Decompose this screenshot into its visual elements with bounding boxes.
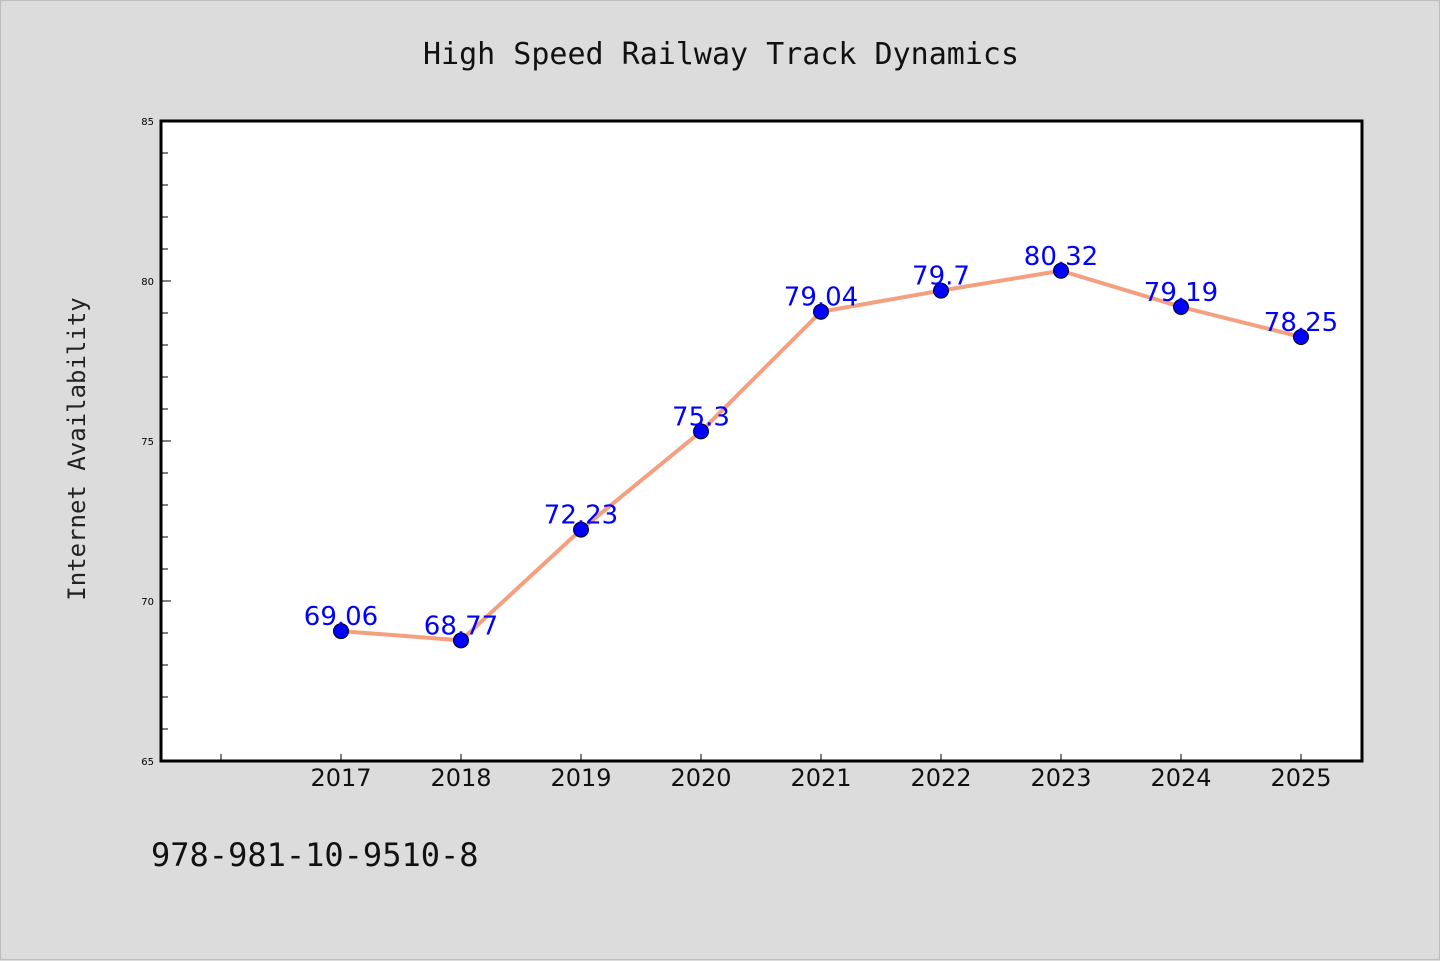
- chart-title: High Speed Railway Track Dynamics: [423, 37, 1019, 72]
- y-tick-label: 75: [141, 437, 154, 448]
- data-point-marker: [813, 303, 829, 320]
- data-value-label: 68.77: [424, 611, 498, 641]
- data-value-label: 79.19: [1144, 278, 1218, 308]
- x-axis: 2017 2018 2019 2020 2021 2022 2023 2024 2025: [220, 754, 1332, 792]
- data-point-marker: [333, 623, 349, 640]
- x-tick-label: 2025: [1270, 764, 1331, 792]
- data-point-marker: [453, 632, 469, 649]
- x-tick-label: 2017: [310, 764, 371, 792]
- data-value-label: 79.04: [784, 283, 858, 313]
- y-tick-label: 65: [141, 757, 154, 768]
- data-point-marker: [693, 423, 709, 440]
- x-tick-label: 2022: [910, 764, 971, 792]
- data-value-label: 79.7: [912, 262, 970, 292]
- data-point-marker: [1173, 298, 1189, 315]
- x-tick-label: 2019: [550, 764, 611, 792]
- data-value-label: 72.23: [544, 501, 618, 531]
- x-tick-label: 2024: [1150, 764, 1211, 792]
- y-tick-label: 80: [141, 277, 154, 288]
- data-value-label: 69.06: [304, 602, 378, 632]
- data-value-label: 75.3: [672, 402, 730, 432]
- x-tick-label: 2020: [670, 764, 731, 792]
- y-tick-label: 85: [141, 117, 154, 128]
- y-tick-label: 70: [141, 597, 154, 608]
- y-axis: 65 70 75 80 85: [141, 117, 171, 768]
- data-value-label: 80.32: [1024, 242, 1098, 272]
- y-axis-label: Internet Availability: [63, 297, 91, 600]
- x-tick-label: 2023: [1030, 764, 1091, 792]
- data-point-marker: [1293, 329, 1309, 345]
- data-point-marker: [933, 282, 949, 299]
- markers-group: [333, 262, 1309, 649]
- data-point-marker: [1053, 262, 1069, 279]
- data-labels-group: 69.06 68.77 72.23 75.3 79.04 79.7 80.32 79.19 78…: [304, 242, 1338, 642]
- data-value-label: 78.25: [1264, 308, 1338, 338]
- footer-id-text: 978-981-10-9510-8: [151, 836, 479, 874]
- data-point-marker: [573, 521, 589, 538]
- plot-area: [159, 119, 1364, 763]
- x-tick-label: 2021: [790, 764, 851, 792]
- x-tick-label: 2018: [430, 764, 491, 792]
